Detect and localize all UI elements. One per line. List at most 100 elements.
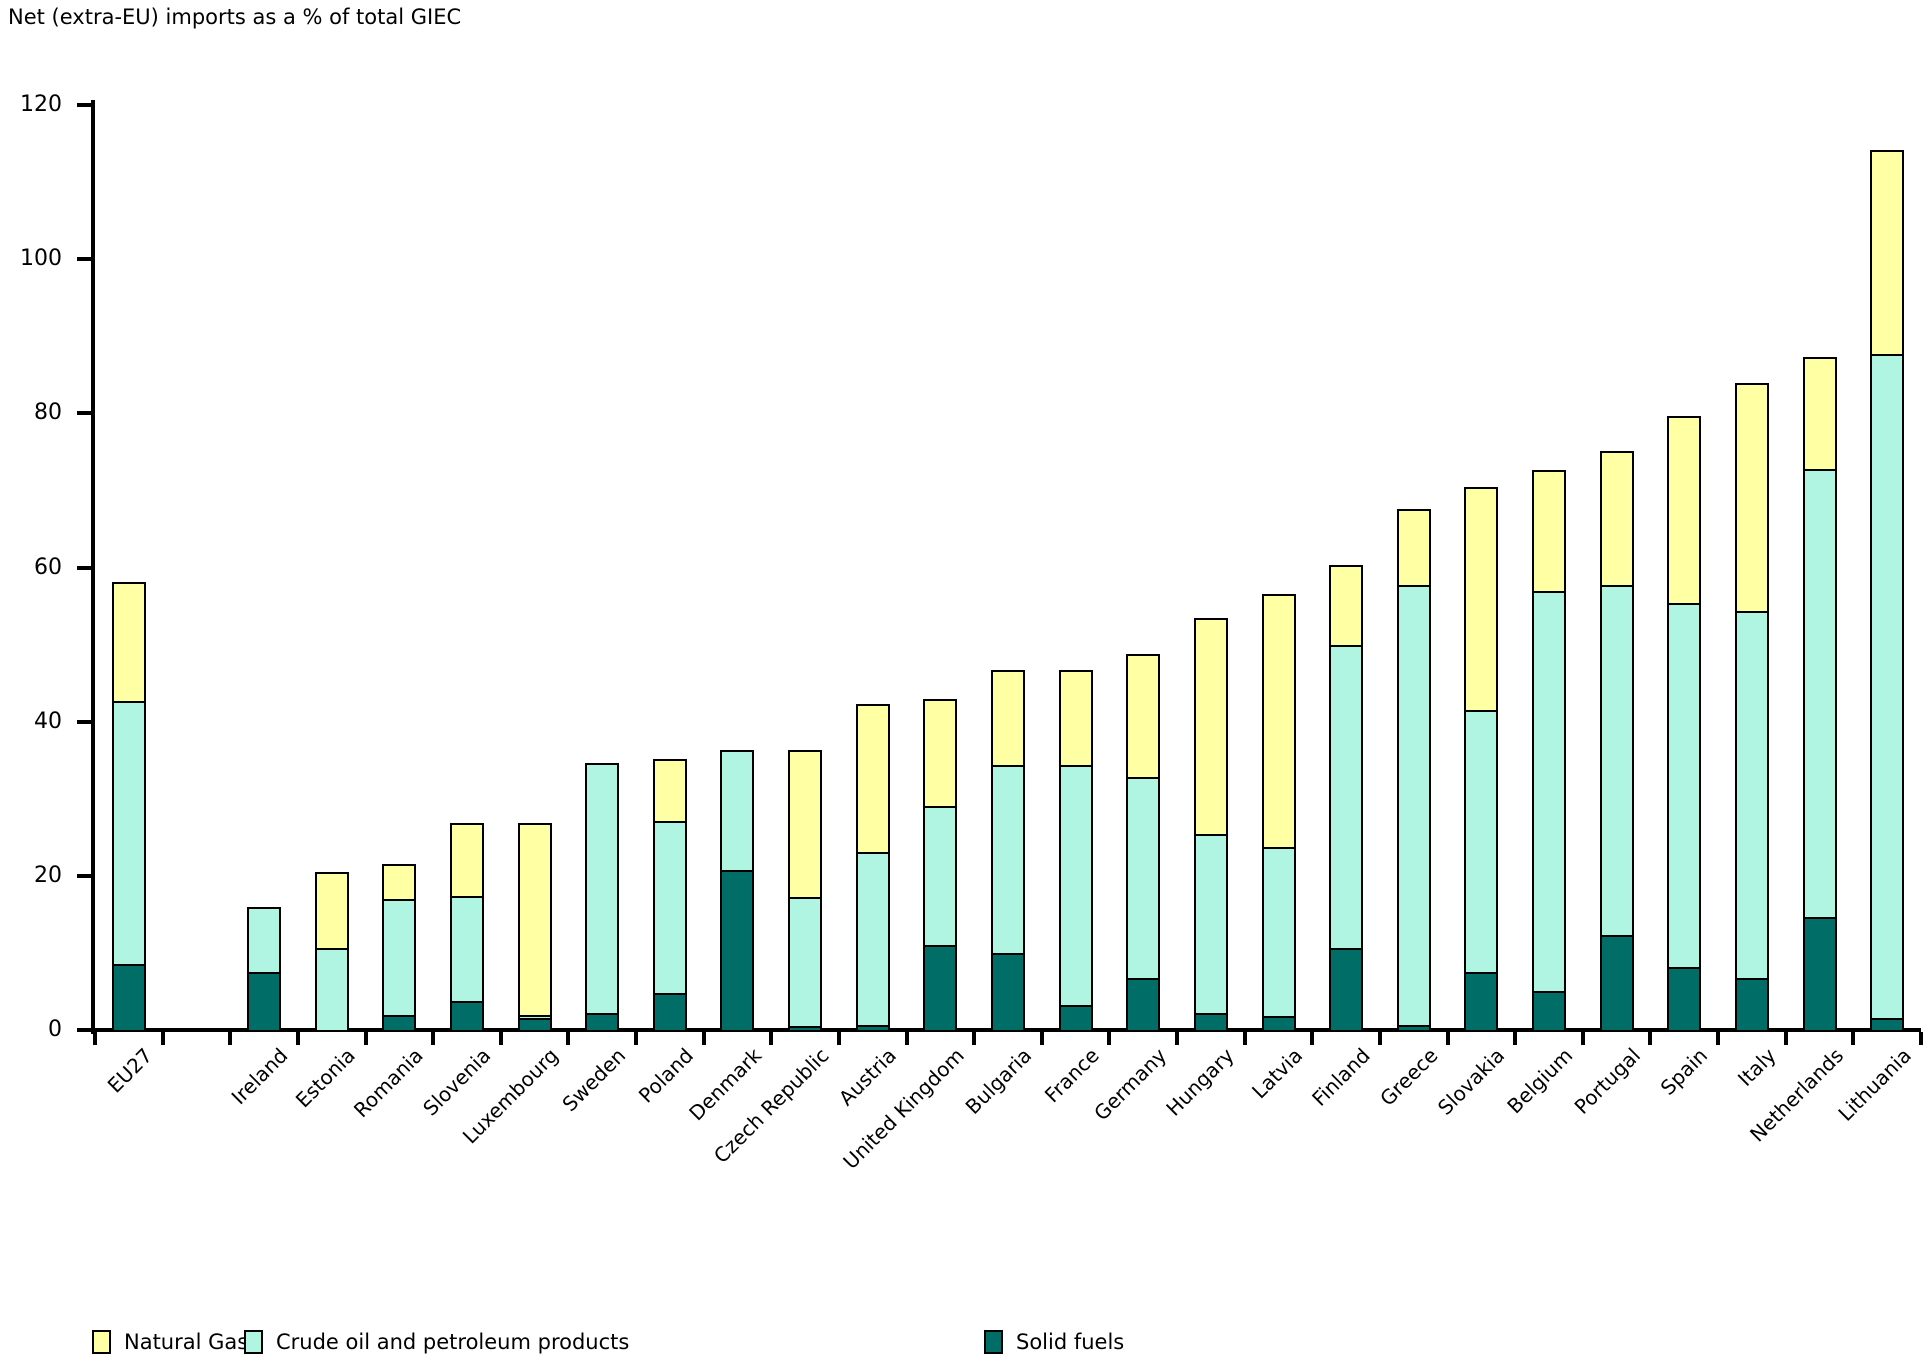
bar-segment-slovenia [449, 823, 484, 898]
x-category-label: EU27 [102, 1043, 158, 1098]
x-tick-mark [1310, 1032, 1315, 1045]
x-tick-mark [1445, 1032, 1450, 1045]
bar-segment-sweden [585, 1013, 620, 1032]
y-tick-mark [77, 565, 91, 570]
bar-segment-spain [1667, 415, 1702, 605]
bar-segment-italy [1734, 610, 1769, 981]
x-category-label: Belgium [1502, 1043, 1578, 1119]
x-tick-mark [1513, 1032, 1518, 1045]
bar-segment-united-kingdom [923, 806, 958, 948]
x-tick-mark [701, 1032, 706, 1045]
legend-swatch-natural-gas [92, 1330, 111, 1354]
x-tick-mark [634, 1032, 639, 1045]
bar-segment-ireland [247, 972, 282, 1032]
bar-segment-slovenia [449, 1001, 484, 1032]
y-axis [91, 100, 95, 1034]
bar-segment-lithuania [1870, 353, 1905, 1020]
x-tick-mark [1851, 1032, 1856, 1045]
x-tick-mark [1919, 1032, 1923, 1045]
legend-item: Natural Gas [92, 1330, 248, 1354]
x-tick-mark [93, 1032, 97, 1045]
x-category-label: Poland [633, 1043, 699, 1108]
bar-segment-slovakia [1464, 972, 1499, 1032]
bar-segment-latvia [1261, 594, 1296, 849]
bar-segment-germany [1126, 653, 1161, 780]
x-category-label: Slovakia [1433, 1043, 1510, 1120]
bar-segment-romania [382, 898, 417, 1018]
bar-segment-ireland [247, 906, 282, 975]
bar-segment-austria [855, 851, 890, 1028]
x-category-label: France [1039, 1043, 1104, 1108]
bar-segment-germany [1126, 777, 1161, 980]
x-tick-mark [498, 1032, 503, 1045]
x-tick-mark [1648, 1032, 1653, 1045]
x-tick-mark [1107, 1032, 1112, 1045]
bar-segment-czech-republic [788, 750, 823, 900]
bar-segment-hungary [1193, 617, 1228, 837]
bar-segment-finland [1329, 947, 1364, 1032]
bar-segment-portugal [1599, 451, 1634, 588]
y-tick-label: 120 [20, 92, 62, 117]
x-tick-mark [904, 1032, 909, 1045]
bar-segment-france [1058, 764, 1093, 1007]
bar-segment-poland [652, 993, 687, 1032]
y-tick-label: 60 [34, 554, 62, 580]
x-category-label: Bulgaria [960, 1043, 1037, 1119]
bar-segment-bulgaria [991, 952, 1025, 1032]
bar-segment-eu27 [111, 964, 146, 1032]
bar-segment-united-kingdom [923, 698, 958, 809]
bar-segment-portugal [1599, 935, 1634, 1032]
x-category-label: Portugal [1569, 1043, 1645, 1119]
bar-segment-romania [382, 1015, 417, 1032]
bar-segment-france [1058, 670, 1093, 767]
x-tick-mark [1716, 1032, 1721, 1045]
legend-label: Crude oil and petroleum products [276, 1330, 630, 1354]
bar-segment-poland [652, 758, 687, 824]
bar-segment-luxembourg [517, 823, 552, 1018]
y-tick-mark [77, 257, 91, 262]
bar-segment-bulgaria [991, 764, 1025, 955]
x-tick-mark [228, 1032, 233, 1045]
bar-segment-romania [382, 864, 417, 901]
bar-segment-netherlands [1802, 917, 1837, 1032]
y-tick-label: 100 [20, 246, 62, 272]
bar-segment-finland [1329, 565, 1364, 648]
x-category-label: Czech Republic [708, 1043, 834, 1168]
x-category-label: Italy [1732, 1043, 1781, 1091]
x-tick-mark [363, 1032, 368, 1045]
x-category-label: United Kingdom [838, 1043, 969, 1174]
x-category-label: Greece [1374, 1043, 1443, 1111]
bar-segment-sweden [585, 763, 620, 1016]
y-tick-label: 20 [34, 862, 62, 888]
bar-segment-denmark [720, 750, 755, 873]
y-tick-label: 0 [48, 1017, 62, 1042]
x-tick-mark [1242, 1032, 1247, 1045]
bar-segment-greece [1396, 508, 1431, 588]
y-tick-mark [77, 873, 91, 878]
y-tick-mark [77, 411, 91, 416]
y-tick-label: 80 [34, 400, 62, 426]
legend-item: Solid fuels [984, 1330, 1124, 1354]
legend-item: Crude oil and petroleum products [244, 1330, 629, 1354]
bar-segment-portugal [1599, 585, 1634, 938]
y-tick-mark [77, 1028, 91, 1032]
bar-segment-denmark [720, 870, 755, 1032]
y-tick-mark [77, 719, 91, 724]
x-category-label: Romania [348, 1043, 428, 1123]
bar-segment-hungary [1193, 834, 1228, 1016]
bar-segment-belgium [1532, 991, 1567, 1032]
x-category-label: Austria [834, 1043, 902, 1111]
chart-title: Net (extra-EU) imports as a % of total G… [8, 5, 462, 29]
legend-label: Natural Gas [124, 1330, 249, 1354]
x-tick-mark [1175, 1032, 1180, 1045]
bar-segment-belgium [1532, 590, 1567, 994]
bar-segment-finland [1329, 645, 1364, 950]
bar-segment-spain [1667, 966, 1702, 1032]
bar-segment-latvia [1261, 1016, 1296, 1032]
x-category-label: Estonia [290, 1043, 360, 1113]
bar-segment-slovenia [449, 895, 484, 1004]
x-category-label: Hungary [1161, 1043, 1240, 1121]
bar-segment-spain [1667, 602, 1702, 969]
x-tick-mark [1580, 1032, 1585, 1045]
